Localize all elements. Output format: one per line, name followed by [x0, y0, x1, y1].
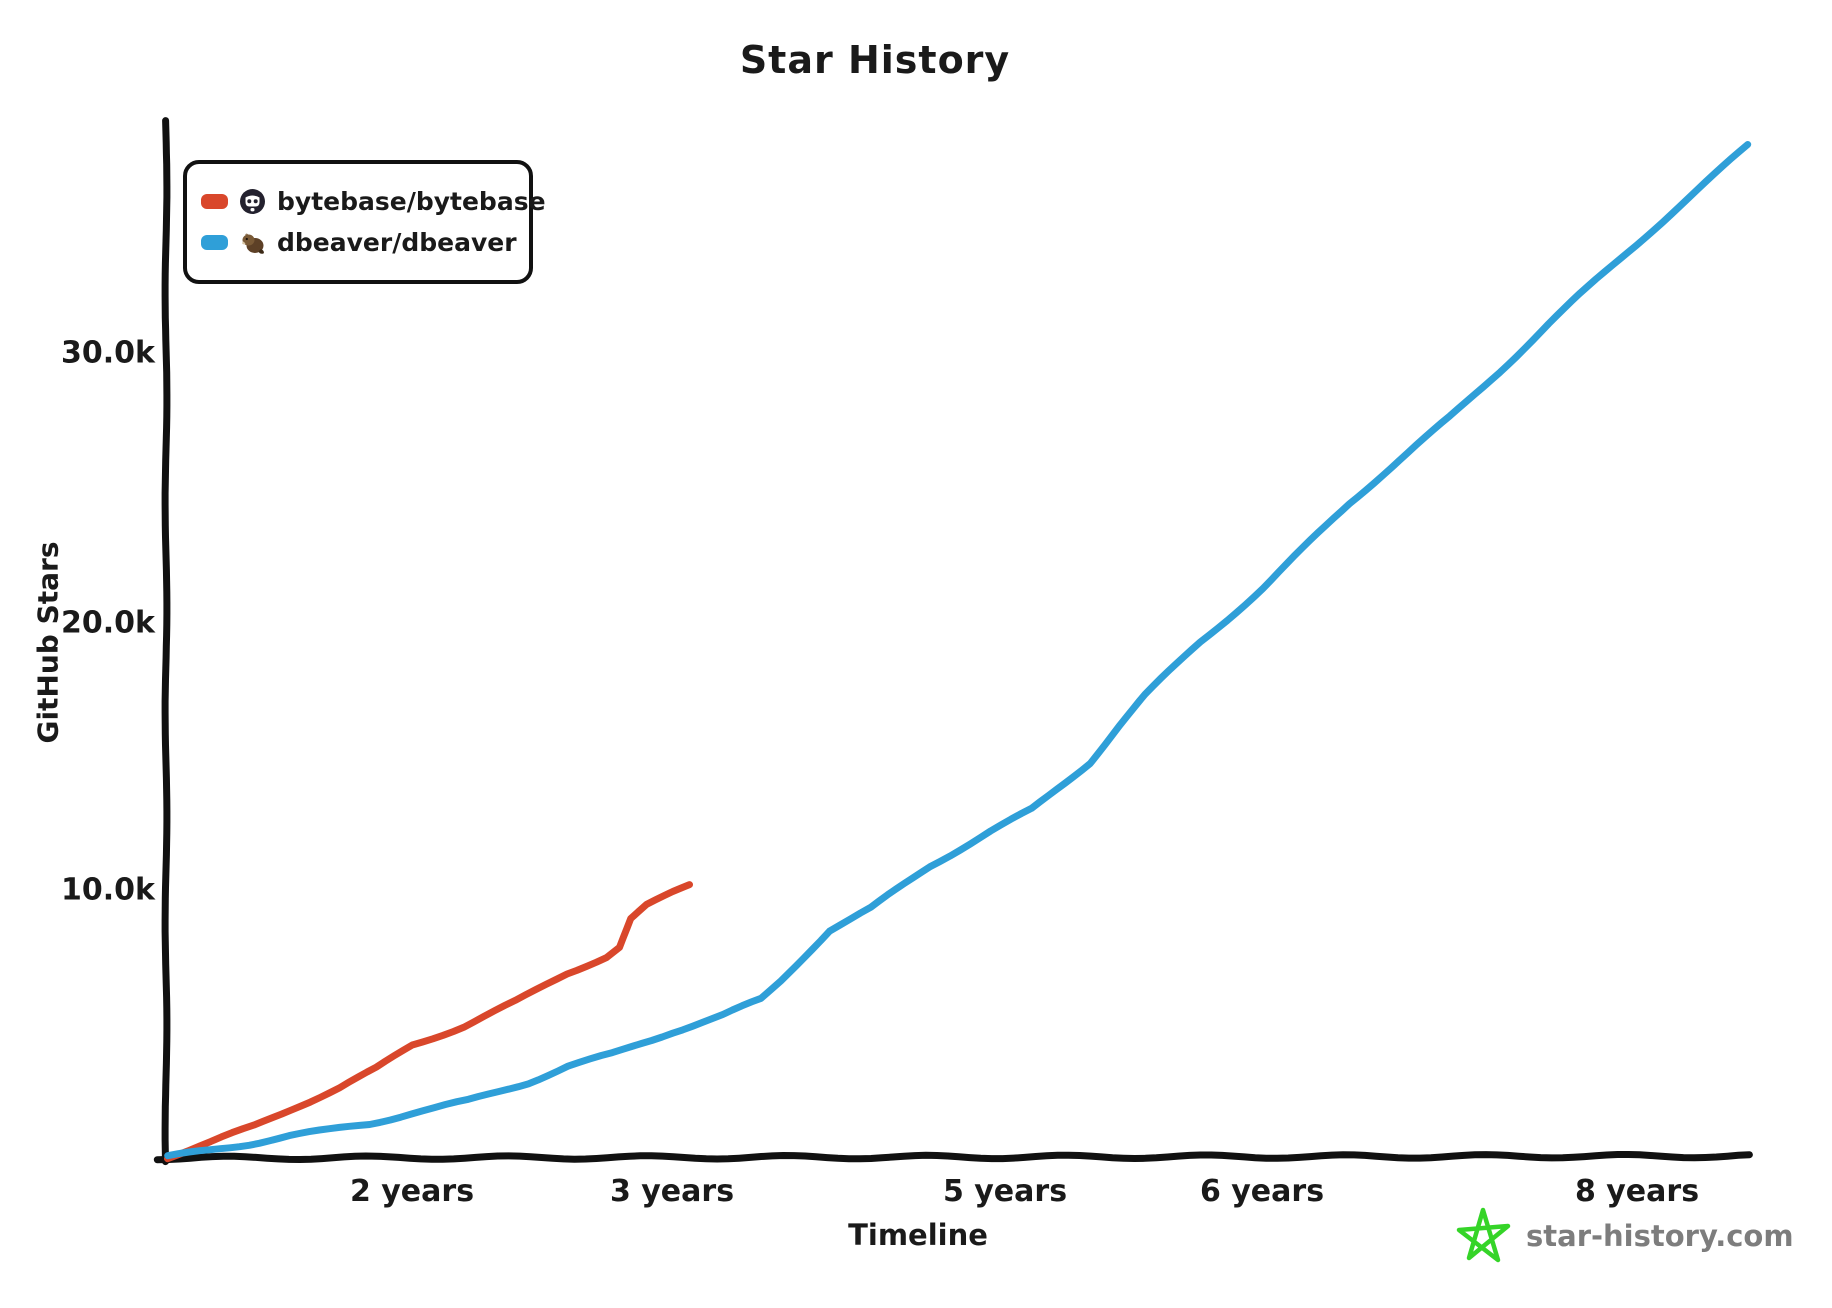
y-tick-30k: 30.0k: [61, 335, 155, 371]
series-lines: [164, 141, 1752, 1163]
legend-label-dbeaver: dbeaver/dbeaver: [277, 228, 517, 257]
y-tick-10k: 10.0k: [61, 872, 155, 908]
bytebase-color-swatch: [201, 194, 228, 209]
x-axis-title: Timeline: [848, 1218, 988, 1252]
dbeaver-avatar-icon: [242, 233, 264, 254]
x-tick-8-years: 8 years: [1574, 1174, 1700, 1209]
x-tick-3-years: 3 years: [609, 1174, 735, 1209]
legend-label-bytebase: bytebase/bytebase: [277, 187, 546, 216]
x-tick-5-years: 5 years: [942, 1174, 1068, 1209]
chart-title: Star History: [739, 38, 1011, 82]
legend: bytebase/bytebase dbeaver/dbeaver: [183, 160, 546, 284]
bytebase-avatar-icon: [240, 189, 265, 214]
star-icon: [1456, 1207, 1511, 1263]
y-tick-20k: 20.0k: [61, 605, 155, 641]
series-line-dbeaver: [164, 141, 1752, 1160]
axes: [153, 117, 1753, 1166]
watermark-text: star-history.com: [1526, 1219, 1794, 1253]
legend-item-dbeaver: dbeaver/dbeaver: [201, 228, 517, 257]
y-axis-title: GitHub Stars: [31, 541, 65, 744]
watermark-link[interactable]: star-history.com: [1452, 1206, 1794, 1266]
x-tick-2-years: 2 years: [349, 1174, 475, 1209]
legend-item-bytebase: bytebase/bytebase: [201, 187, 546, 216]
x-tick-6-years: 6 years: [1199, 1174, 1325, 1209]
series-line-bytebase: [164, 881, 693, 1163]
dbeaver-color-swatch: [201, 235, 228, 250]
